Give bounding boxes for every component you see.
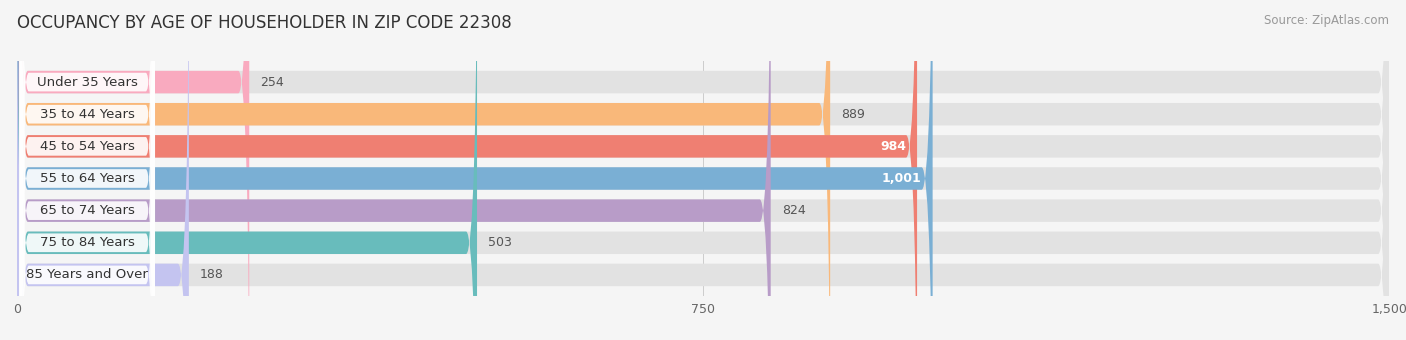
FancyBboxPatch shape	[17, 0, 1389, 340]
FancyBboxPatch shape	[17, 0, 1389, 340]
Text: Under 35 Years: Under 35 Years	[37, 75, 138, 89]
Text: 254: 254	[260, 75, 284, 89]
Text: 984: 984	[880, 140, 905, 153]
FancyBboxPatch shape	[17, 0, 830, 340]
Text: OCCUPANCY BY AGE OF HOUSEHOLDER IN ZIP CODE 22308: OCCUPANCY BY AGE OF HOUSEHOLDER IN ZIP C…	[17, 14, 512, 32]
FancyBboxPatch shape	[17, 0, 917, 340]
Text: 55 to 64 Years: 55 to 64 Years	[39, 172, 135, 185]
FancyBboxPatch shape	[17, 0, 1389, 340]
FancyBboxPatch shape	[20, 0, 155, 340]
FancyBboxPatch shape	[17, 0, 477, 340]
Text: 889: 889	[841, 108, 865, 121]
Text: 75 to 84 Years: 75 to 84 Years	[39, 236, 135, 249]
FancyBboxPatch shape	[20, 0, 155, 340]
Text: 188: 188	[200, 268, 224, 282]
FancyBboxPatch shape	[17, 0, 1389, 340]
FancyBboxPatch shape	[17, 0, 932, 340]
Text: 65 to 74 Years: 65 to 74 Years	[39, 204, 135, 217]
FancyBboxPatch shape	[17, 0, 1389, 340]
FancyBboxPatch shape	[17, 0, 1389, 340]
Text: 503: 503	[488, 236, 512, 249]
Text: 35 to 44 Years: 35 to 44 Years	[39, 108, 135, 121]
Text: Source: ZipAtlas.com: Source: ZipAtlas.com	[1264, 14, 1389, 27]
Text: 824: 824	[782, 204, 806, 217]
Text: 1,001: 1,001	[882, 172, 922, 185]
FancyBboxPatch shape	[17, 0, 188, 340]
FancyBboxPatch shape	[20, 0, 155, 340]
FancyBboxPatch shape	[17, 0, 1389, 340]
FancyBboxPatch shape	[20, 0, 155, 340]
FancyBboxPatch shape	[17, 0, 770, 340]
Text: 85 Years and Over: 85 Years and Over	[27, 268, 148, 282]
FancyBboxPatch shape	[20, 0, 155, 340]
FancyBboxPatch shape	[20, 0, 155, 340]
Text: 45 to 54 Years: 45 to 54 Years	[39, 140, 135, 153]
FancyBboxPatch shape	[20, 0, 155, 340]
FancyBboxPatch shape	[17, 0, 249, 340]
